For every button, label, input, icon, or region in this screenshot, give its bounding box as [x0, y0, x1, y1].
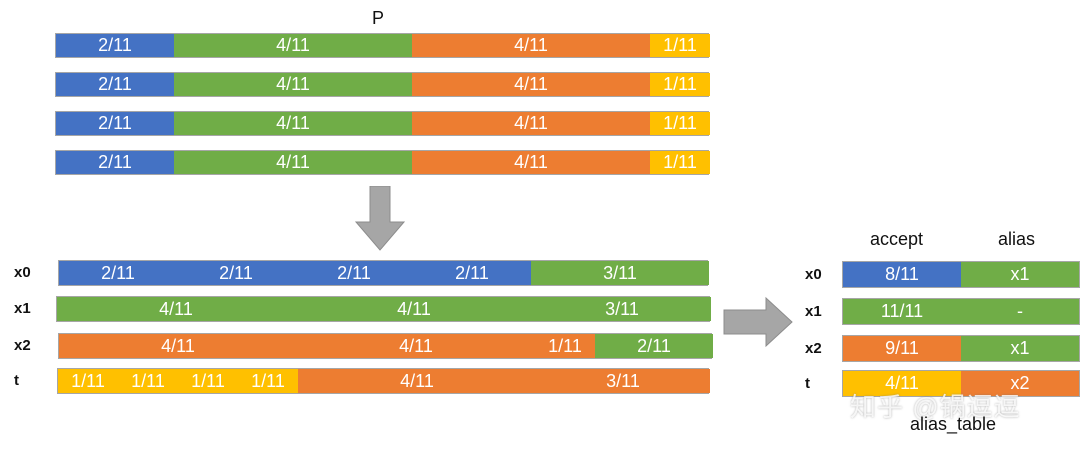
p-segment: 4/11 — [412, 73, 651, 96]
split-segment: 4/11 — [295, 297, 534, 321]
split-segment: 2/11 — [595, 334, 713, 358]
p-bar-row: 2/11 4/11 4/11 1/11 — [55, 72, 710, 97]
p-segment: 4/11 — [412, 34, 651, 57]
alias-row-label-t: t — [805, 375, 810, 392]
accept-cell: 8/11 — [843, 262, 962, 287]
accept-cell: 11/11 — [843, 299, 962, 324]
p-bar-row: 2/11 4/11 4/11 1/11 — [55, 111, 710, 136]
split-segment: 4/11 — [298, 369, 537, 393]
p-segment: 2/11 — [56, 34, 175, 57]
split-segment: 1/11 — [178, 369, 239, 393]
p-segment: 1/11 — [650, 73, 710, 96]
split-segment: 1/11 — [58, 369, 119, 393]
accept-header: accept — [870, 229, 924, 249]
p-segment: 4/11 — [174, 34, 413, 57]
alias-cell: - — [961, 299, 1079, 324]
split-segment: 1/11 — [118, 369, 179, 393]
alias-header: alias — [998, 229, 1036, 249]
split-segment: 2/11 — [177, 261, 296, 285]
row-label-x1: x1 — [14, 300, 31, 317]
alias-cell: x1 — [961, 336, 1079, 361]
down-arrow-icon — [354, 186, 406, 251]
row-label-t: t — [14, 372, 19, 389]
alias-row-x1: 11/11- — [842, 298, 1080, 325]
split-segment: 3/11 — [536, 369, 710, 393]
split-segment: 2/11 — [413, 261, 532, 285]
split-segment: 1/11 — [535, 334, 596, 358]
split-segment: 3/11 — [533, 297, 711, 321]
alias-cell: x1 — [961, 262, 1079, 287]
alias-row-x0: 8/11 x1 — [842, 261, 1080, 288]
p-segment: 1/11 — [650, 34, 710, 57]
alias-row-x2: 9/11 x1 — [842, 335, 1080, 362]
split-segment: 4/11 — [59, 334, 298, 358]
p-bar-row: 2/11 4/11 4/11 1/11 — [55, 33, 710, 58]
split-bar-x0: 2/11 2/11 2/11 2/11 3/11 — [58, 260, 709, 286]
alias-cell: x2 — [961, 371, 1079, 396]
p-segment: 2/11 — [56, 73, 175, 96]
split-segment: 2/11 — [295, 261, 414, 285]
alias-row-label-x1: x1 — [805, 303, 822, 320]
split-bar-x1: 4/11 4/11 3/11 — [56, 296, 711, 322]
accept-cell: 9/11 — [843, 336, 962, 361]
p-segment: 1/11 — [650, 151, 710, 174]
alias-row-t: 4/11 x2 — [842, 370, 1080, 397]
split-bar-t: 1/11 1/11 1/11 1/11 4/11 3/11 — [57, 368, 710, 394]
alias-row-label-x0: x0 — [805, 266, 822, 283]
top-title: P — [372, 8, 385, 28]
p-segment: 4/11 — [174, 112, 413, 135]
alias-table-name: alias_table — [910, 414, 997, 434]
split-segment: 3/11 — [531, 261, 709, 285]
p-segment: 4/11 — [412, 112, 651, 135]
p-bar-row: 2/11 4/11 4/11 1/11 — [55, 150, 710, 175]
p-segment: 4/11 — [412, 151, 651, 174]
p-segment: 4/11 — [174, 73, 413, 96]
p-segment: 1/11 — [650, 112, 710, 135]
right-arrow-icon — [723, 296, 793, 348]
p-segment: 2/11 — [56, 151, 175, 174]
split-bar-x2: 4/11 4/11 1/11 2/11 — [58, 333, 713, 359]
alias-row-label-x2: x2 — [805, 340, 822, 357]
watermark: 知乎 @锅逗逗 — [850, 392, 1021, 422]
split-segment: 4/11 — [297, 334, 536, 358]
split-segment: 1/11 — [238, 369, 299, 393]
row-label-x2: x2 — [14, 337, 31, 354]
row-label-x0: x0 — [14, 264, 31, 281]
split-segment: 4/11 — [57, 297, 296, 321]
split-segment: 2/11 — [59, 261, 178, 285]
p-segment: 2/11 — [56, 112, 175, 135]
p-segment: 4/11 — [174, 151, 413, 174]
accept-cell: 4/11 — [843, 371, 962, 396]
